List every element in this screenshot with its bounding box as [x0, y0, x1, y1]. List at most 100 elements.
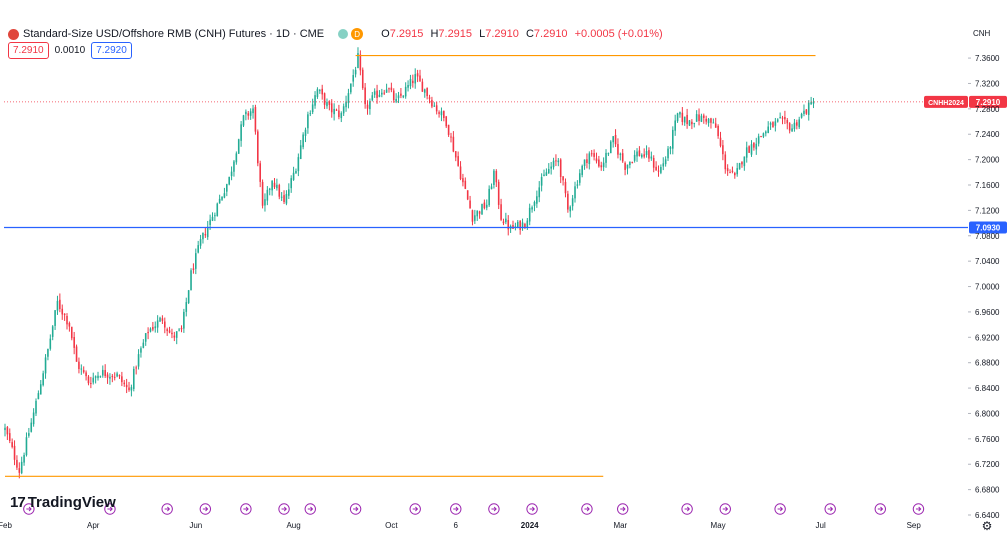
y-tick-label: 7.3200 — [975, 79, 1000, 88]
y-tick-label: 6.6800 — [975, 486, 1000, 495]
event-arrow — [307, 506, 314, 512]
candle-body — [230, 171, 233, 177]
candle-body — [159, 317, 161, 322]
candle-body — [297, 157, 300, 172]
candle-body — [481, 204, 483, 215]
candle-body — [266, 189, 269, 201]
x-tick-label: Oct — [385, 521, 398, 530]
buy-button[interactable]: 7.2920 — [91, 42, 132, 59]
candle-body — [443, 111, 445, 118]
spread-value: 0.0010 — [54, 45, 86, 56]
candle-body — [288, 189, 290, 196]
candle-body — [574, 186, 576, 199]
candle-body — [698, 114, 700, 121]
candle-body — [109, 376, 111, 379]
candle-body — [278, 185, 281, 197]
candle-body — [11, 442, 13, 447]
tradingview-logo[interactable]: 17 TradingView — [10, 494, 116, 511]
candle-body — [488, 188, 490, 206]
candle-body — [144, 333, 147, 342]
sell-button[interactable]: 7.2910 — [8, 42, 49, 59]
symbol-title[interactable]: Standard-Size USD/Offshore RMB (CNH) Fut… — [23, 28, 325, 40]
candle-body — [686, 114, 688, 125]
candle-body — [788, 123, 791, 131]
candle-body — [63, 313, 66, 315]
symbol-price-label[interactable] — [924, 95, 968, 108]
candle-body — [295, 170, 297, 174]
candle-body — [559, 159, 562, 177]
candle-body — [280, 196, 283, 198]
y-tick-label: 7.0400 — [975, 257, 1000, 266]
symbol-price-label-text: CNHH2024 — [928, 100, 964, 107]
candle-body — [741, 162, 743, 165]
candle-body — [13, 445, 16, 460]
price-label[interactable] — [969, 221, 1007, 234]
x-tick-label: Aug — [286, 521, 300, 530]
candle-body — [211, 216, 214, 221]
candle-body — [25, 437, 28, 456]
candle-body — [428, 97, 431, 99]
candle-body — [595, 158, 598, 162]
candle-body — [168, 330, 171, 333]
candle-body — [624, 162, 626, 170]
price-label[interactable] — [969, 95, 1007, 108]
candle-body — [533, 202, 536, 206]
candle-body — [738, 163, 741, 170]
candle-body — [123, 382, 126, 385]
candle-body — [56, 300, 59, 311]
event-arrow — [827, 506, 834, 512]
candle-body — [99, 376, 102, 378]
candle-body — [519, 220, 521, 230]
event-arrow — [453, 506, 459, 512]
candle-body — [104, 370, 106, 376]
candle-body — [421, 81, 424, 92]
candle-body — [495, 170, 498, 183]
candle-body — [619, 153, 622, 155]
candle-body — [252, 108, 254, 114]
candle-body — [333, 108, 335, 115]
candle-body — [703, 115, 705, 118]
candle-body — [521, 222, 524, 229]
candle-body — [80, 368, 83, 370]
candle-body — [388, 88, 390, 90]
candle-body — [469, 200, 471, 209]
candle-body — [359, 54, 362, 71]
candle-body — [268, 188, 271, 190]
settings-gear-icon[interactable]: ⚙ — [981, 519, 993, 533]
market-status-icon[interactable] — [338, 29, 349, 39]
candle-body — [719, 137, 722, 146]
candle-body — [128, 387, 130, 391]
candle-body — [712, 122, 715, 124]
delayed-badge[interactable]: D — [351, 28, 364, 40]
candle-body — [672, 129, 674, 149]
candle-body — [734, 173, 736, 176]
candle-body — [538, 187, 541, 198]
candle-body — [524, 223, 526, 228]
candle-body — [130, 387, 133, 391]
candle-body — [643, 154, 645, 157]
candle-body — [113, 376, 116, 378]
candle-body — [187, 290, 190, 304]
event-arrow — [164, 506, 171, 512]
y-tick-label: 6.7600 — [975, 435, 1000, 444]
candle-body — [178, 329, 180, 331]
candle-body — [557, 160, 560, 163]
candle-body — [435, 105, 438, 112]
candle-body — [614, 134, 617, 145]
candle-body — [175, 331, 178, 338]
candle-body — [414, 74, 417, 84]
last-price-line: CNHH2024 7.2910 7.0930 — [4, 95, 1007, 234]
candle-body — [459, 166, 462, 180]
candle-body — [8, 433, 11, 441]
candle-body — [142, 342, 145, 348]
candle-body — [192, 268, 195, 270]
candle-body — [657, 170, 660, 172]
candle-body — [700, 115, 703, 122]
candle-body — [662, 163, 665, 167]
candle-body — [135, 367, 137, 369]
event-arrow — [529, 506, 535, 512]
candle-body — [161, 318, 164, 321]
candle-body — [316, 89, 319, 97]
candle-body — [276, 184, 278, 189]
